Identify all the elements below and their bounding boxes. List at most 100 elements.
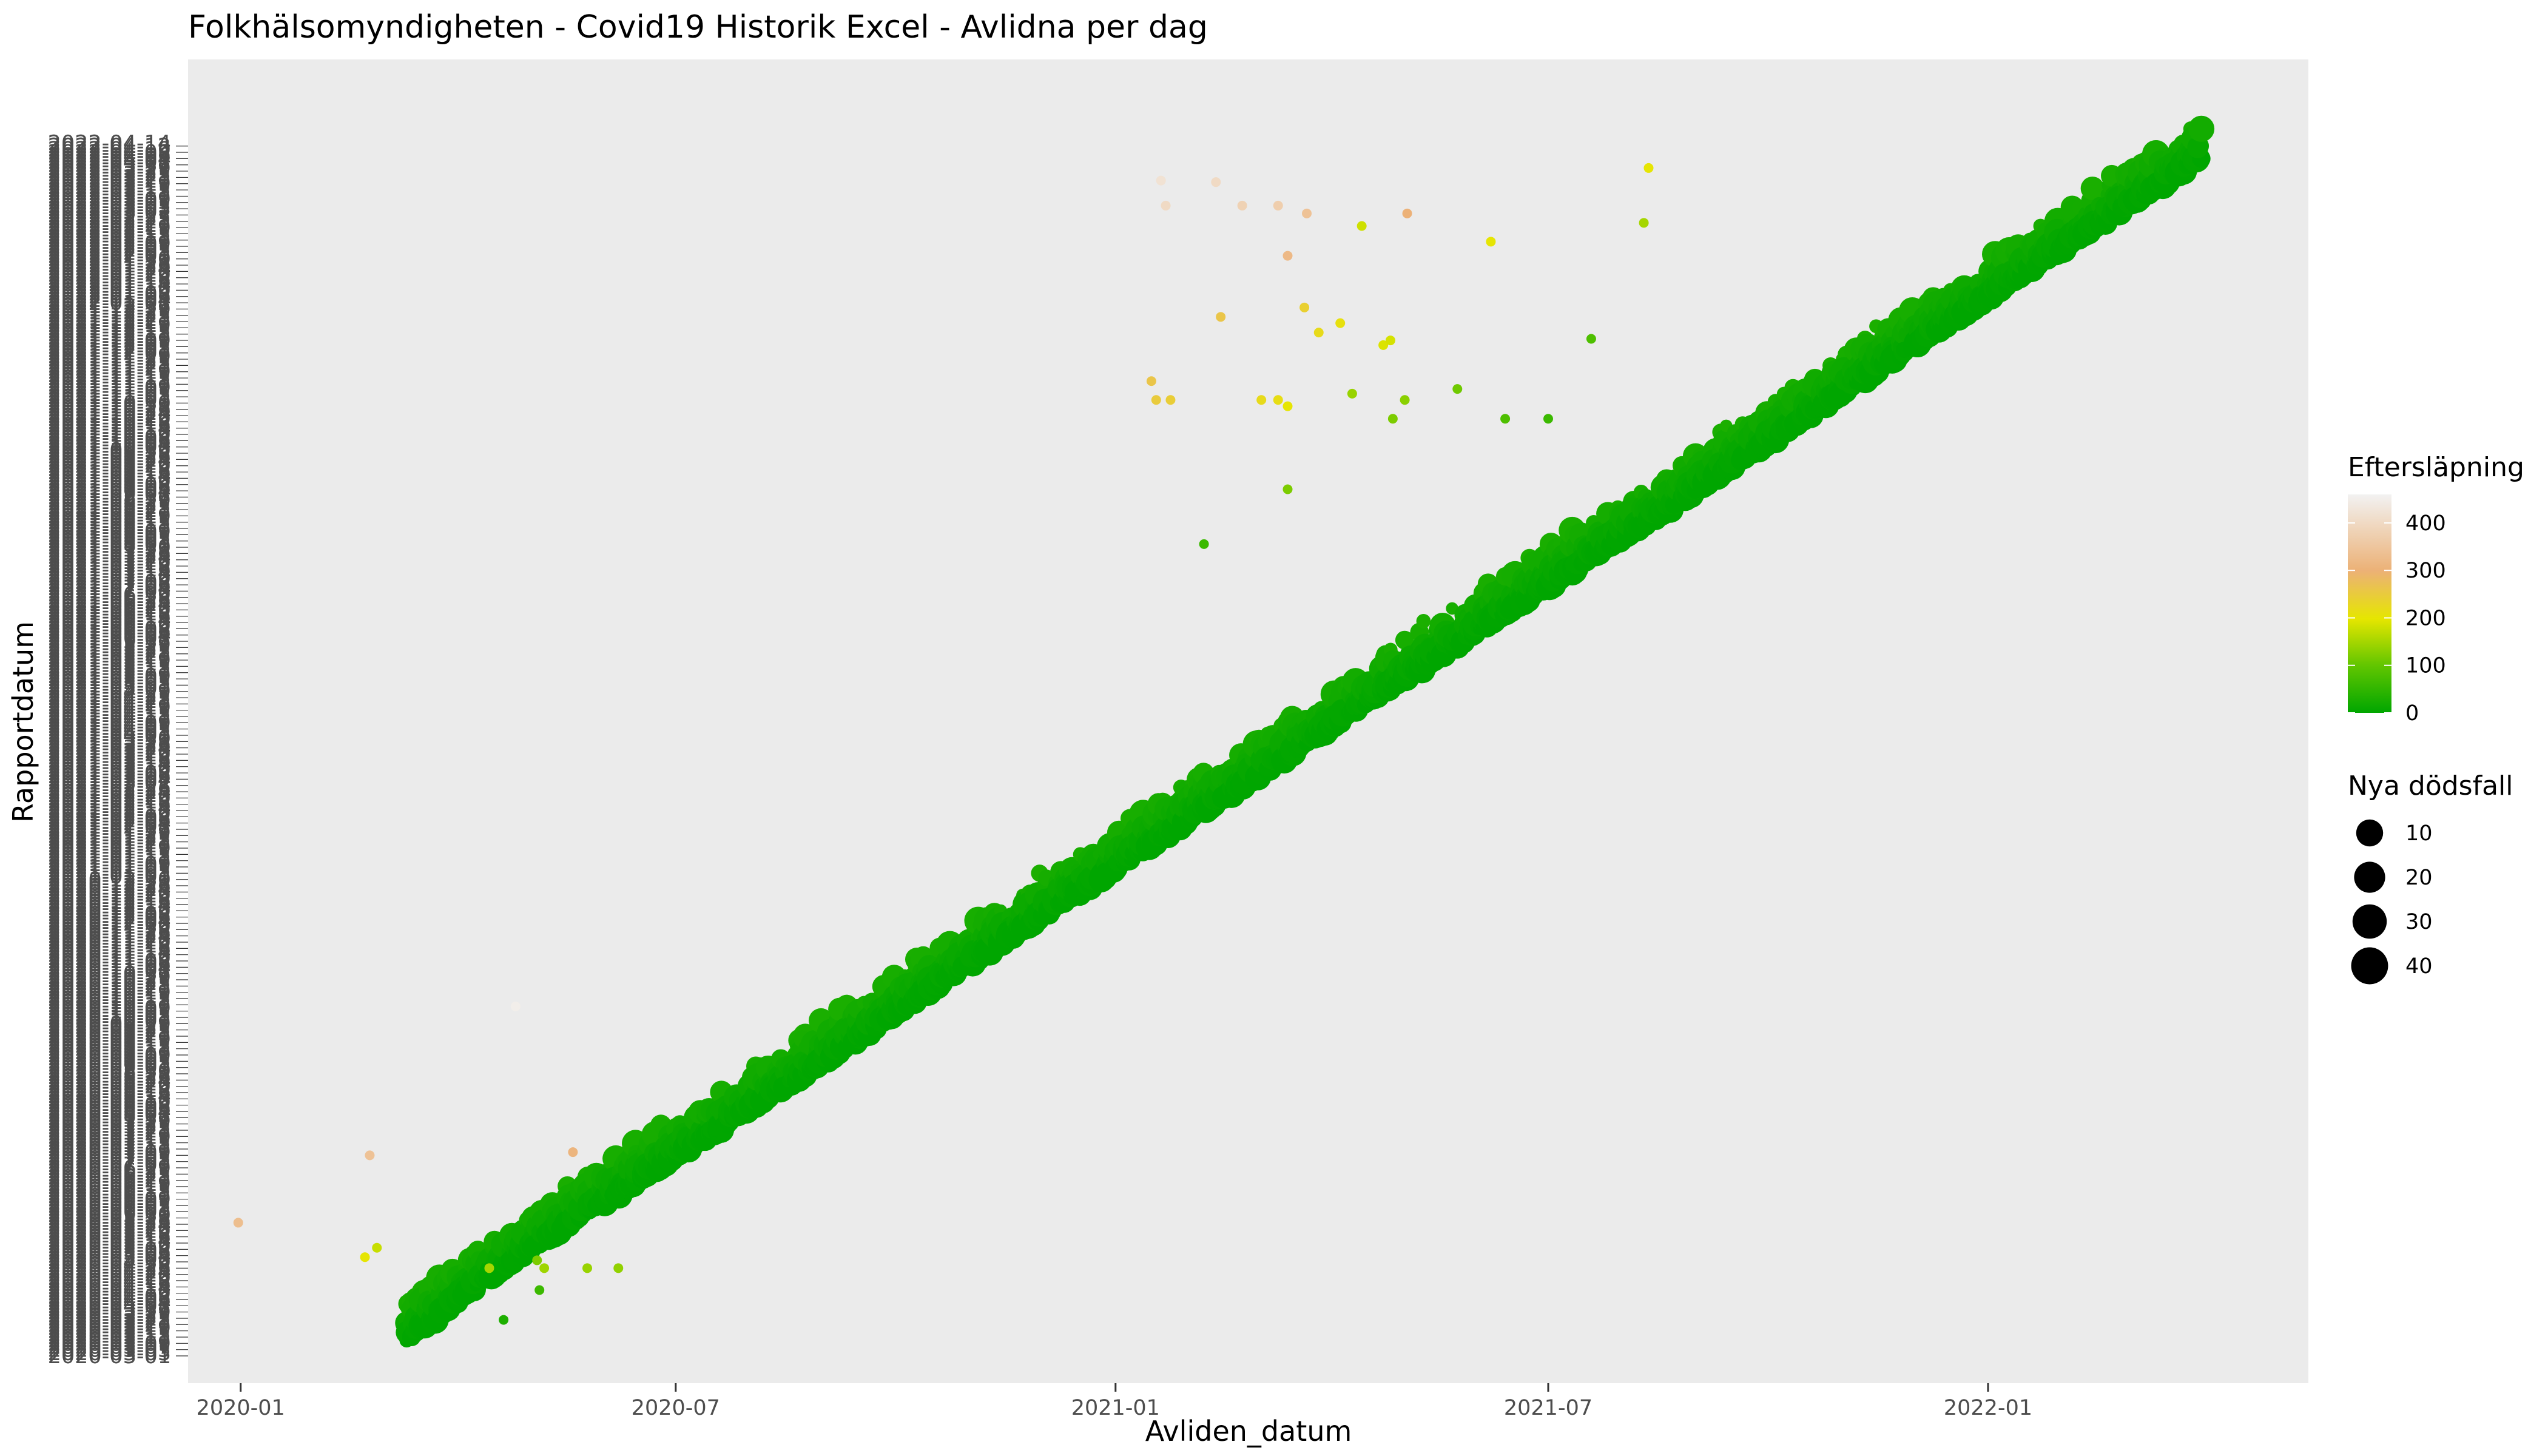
- y-tick-label: 2022-01-28: [48, 251, 171, 275]
- y-tick-label: 2020-06-27: [48, 1159, 171, 1184]
- y-tick-label: 2020-03-05: [48, 1338, 171, 1363]
- size-legend-label: 10: [2405, 821, 2433, 846]
- y-axis-title: Rapportdatum: [7, 621, 39, 823]
- y-tick-label: 2020-11-28: [48, 918, 171, 942]
- y-tick-label: 2020-07-21: [48, 1122, 171, 1146]
- y-tick-label: 2022-02-15: [48, 222, 171, 246]
- y-tick-label: 2021-08-13: [48, 514, 171, 538]
- y-tick-label: 2021-03-02: [48, 771, 171, 795]
- y-tick-label: 2020-10-25: [48, 971, 171, 996]
- y-tick-label: 2021-10-12: [48, 420, 171, 444]
- y-tick-label: 2021-07-08: [48, 570, 171, 595]
- y-tick-label: 2020-07-17: [48, 1128, 171, 1153]
- y-tick-label: 2020-07-19: [48, 1125, 171, 1149]
- y-tick-label: 2020-04-12: [48, 1279, 171, 1303]
- y-tick-label: 2021-05-25: [48, 639, 171, 664]
- y-tick-label: 2020-04-08: [48, 1285, 171, 1309]
- y-tick-label: 2022-04-02: [48, 150, 171, 175]
- y-tick-label: 2021-08-11: [48, 517, 171, 541]
- x-axis: 2020-01 2020-07 2021-01 2021-07 2022-01: [197, 1383, 2032, 1420]
- y-tick-label: 2020-08-12: [48, 1087, 171, 1111]
- y-tick-label: 2020-07-25: [48, 1116, 171, 1140]
- y-tick-label: 2020-05-26: [48, 1210, 171, 1234]
- y-tick-label: 2022-01-22: [48, 260, 171, 284]
- y-tick-label: 2021-06-02: [48, 627, 171, 651]
- y-tick-label: 2021-05-17: [48, 652, 171, 676]
- y-tick-label: 2021-08-21: [48, 501, 171, 525]
- color-legend-bar: [2348, 494, 2391, 713]
- y-tick-label: 2020-05-18: [48, 1222, 171, 1247]
- y-tick-label: 2021-08-23: [48, 498, 171, 522]
- y-tick-label: 2021-04-09: [48, 711, 171, 735]
- y-tick-label: 2020-03-21: [48, 1313, 171, 1337]
- y-tick-label: 2020-06-05: [48, 1194, 171, 1218]
- y-tick-label: 2020-03-19: [48, 1316, 171, 1341]
- y-tick-label: 2021-07-10: [48, 567, 171, 592]
- y-tick-label: 2021-06-26: [48, 589, 171, 613]
- y-tick-label: 2021-10-24: [48, 401, 171, 425]
- y-tick-label: 2021-10-16: [48, 414, 171, 438]
- y-tick-label: 2021-11-07: [48, 379, 171, 403]
- y-tick-label: 2022-01-06: [48, 285, 171, 309]
- y-tick-label: 2021-02-18: [48, 790, 171, 814]
- data-point-outlier: [1282, 401, 1293, 411]
- y-tick-label: 2020-04-28: [48, 1253, 171, 1278]
- data-point-outlier: [1335, 318, 1346, 328]
- data-point-outlier: [233, 1218, 243, 1228]
- y-tick-label: 2021-12-31: [48, 294, 171, 318]
- y-tick-label: 2021-09-02: [48, 482, 171, 507]
- y-tick-label: 2021-06-16: [48, 605, 171, 629]
- y-tick-label: 2022-02-25: [48, 207, 171, 231]
- size-legend-key: [2356, 819, 2384, 847]
- y-tick-label: 2022-01-10: [48, 278, 171, 303]
- y-tick-label: 2020-08-26: [48, 1065, 171, 1090]
- y-tick-label: 2020-05-06: [48, 1241, 171, 1266]
- y-tick-label: 2021-01-09: [48, 852, 171, 877]
- y-tick-label: 2021-07-24: [48, 545, 171, 570]
- x-tick-label: 2020-01: [197, 1396, 285, 1420]
- y-tick-label: 2021-08-19: [48, 504, 171, 528]
- y-tick-label: 2021-04-21: [48, 692, 171, 716]
- y-tick-label: 2021-04-07: [48, 715, 171, 739]
- y-tick-label: 2021-06-24: [48, 592, 171, 616]
- data-point-outlier: [1452, 384, 1463, 394]
- y-tick-label: 2020-11-24: [48, 925, 171, 949]
- y-tick-label: 2020-05-14: [48, 1228, 171, 1253]
- y-tick-label: 2022-02-13: [48, 226, 171, 250]
- y-tick-label: 2020-03-27: [48, 1304, 171, 1328]
- y-tick-label: 2020-10-27: [48, 968, 171, 993]
- y-tick-label: 2022-02-05: [48, 238, 171, 262]
- y-tick-label: 2021-08-05: [48, 527, 171, 551]
- y-tick-label: 2021-07-12: [48, 564, 171, 588]
- y-tick-label: 2020-09-05: [48, 1050, 171, 1074]
- y-tick-label: 2021-05-23: [48, 642, 171, 667]
- y-tick-label: 2021-10-02: [48, 436, 171, 460]
- y-tick-label: 2021-09-26: [48, 445, 171, 469]
- y-tick-label: 2020-11-30: [48, 915, 171, 939]
- y-tick-label: 2021-08-01: [48, 533, 171, 557]
- y-tick-label: 2021-06-30: [48, 583, 171, 607]
- y-tick-label: 2022-03-15: [48, 178, 171, 203]
- y-tick-label: 2021-07-16: [48, 558, 171, 582]
- data-point-outlier: [1302, 208, 1312, 218]
- y-tick-label: 2021-08-27: [48, 492, 171, 516]
- y-tick-label: 2021-11-03: [48, 385, 171, 410]
- y-tick-label: 2021-11-01: [48, 388, 171, 413]
- y-tick-label: 2021-04-19: [48, 696, 171, 720]
- y-tick-label: 2021-10-18: [48, 410, 171, 434]
- y-tick-label: 2021-06-12: [48, 611, 171, 635]
- y-tick-label: 2020-04-22: [48, 1263, 171, 1287]
- y-tick-label: 2021-02-22: [48, 783, 171, 807]
- data-point-outlier: [1199, 539, 1209, 549]
- y-tick-label: 2021-10-06: [48, 429, 171, 453]
- data-point: [1416, 613, 1431, 629]
- y-tick-label: 2020-05-16: [48, 1225, 171, 1250]
- data-point: [2188, 115, 2215, 142]
- y-tick-label: 2020-03-11: [48, 1329, 171, 1353]
- y-tick-label: 2020-08-10: [48, 1091, 171, 1115]
- y-tick-label: 2020-08-04: [48, 1100, 171, 1124]
- y-tick-label: 2022-04-12: [48, 135, 171, 159]
- y-tick-label: 2020-08-18: [48, 1078, 171, 1102]
- y-tick-label: 2021-09-22: [48, 451, 171, 476]
- y-tick-label: 2020-09-29: [48, 1012, 171, 1036]
